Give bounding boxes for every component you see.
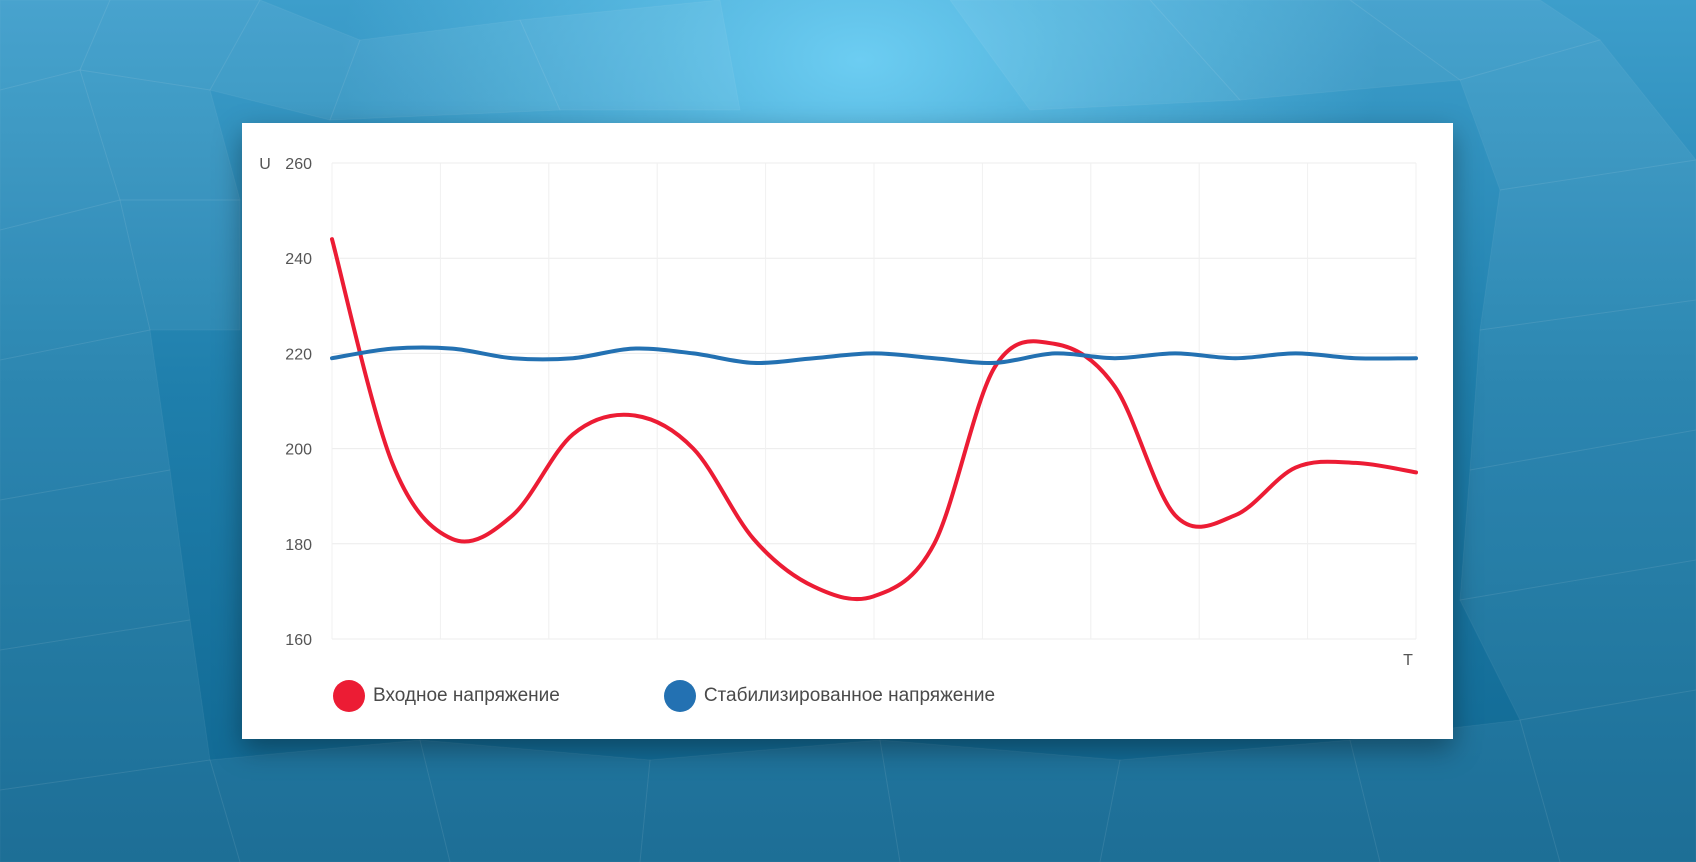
legend-marker-stabilized-voltage (663, 680, 696, 712)
voltage-line-chart: 260 240 220 200 180 160 U T (259, 156, 1418, 669)
y-tick-label: 240 (285, 251, 312, 268)
legend-item-stabilized-voltage[interactable]: Стабилизированное напряжение (663, 678, 996, 714)
y-tick-label: 180 (285, 537, 312, 554)
legend: Входное напряжение Стабилизированное нап… (333, 678, 995, 714)
y-tick-label: 260 (285, 156, 312, 173)
y-tick-label: 200 (285, 442, 312, 459)
legend-marker-input-voltage (333, 680, 365, 712)
y-tick-label: 160 (285, 632, 312, 649)
legend-item-input-voltage[interactable]: Входное напряжение (333, 678, 560, 714)
y-tick-label: 220 (285, 346, 312, 363)
series-line-input-voltage (330, 237, 1418, 601)
x-axis-label: T (1403, 652, 1413, 669)
legend-label-stabilized-voltage: Стабилизированное напряжение (703, 685, 996, 706)
legend-label-input-voltage: Входное напряжение (373, 685, 560, 706)
y-axis-label: U (259, 156, 271, 173)
series-line-stabilized-voltage (330, 345, 1418, 365)
chart-card: 260 240 220 200 180 160 U T Входное напряжение … (242, 123, 1453, 739)
